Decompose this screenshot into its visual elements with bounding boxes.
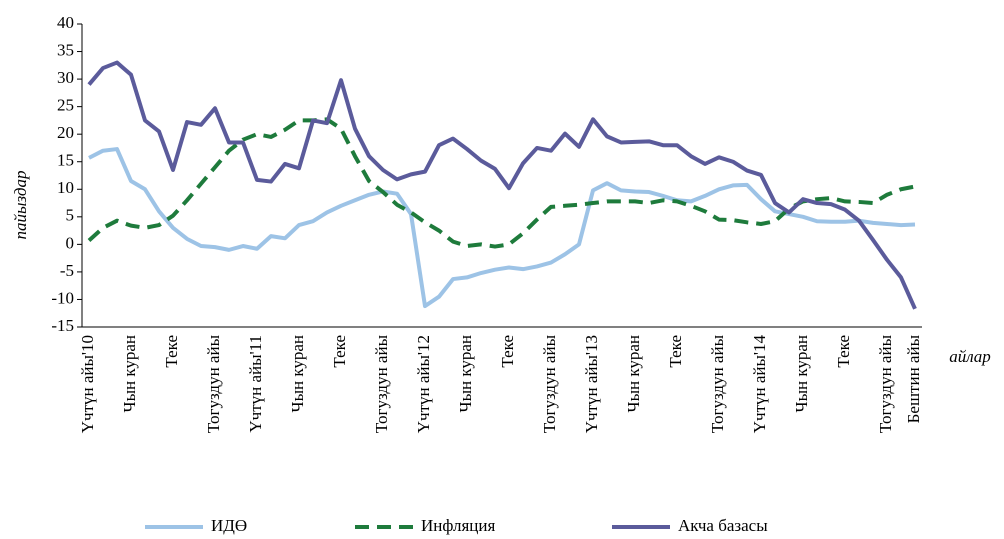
x-tick-label: Үчтүн айы'14 (750, 335, 769, 434)
x-tick-label: Үчтүн айы'10 (78, 335, 97, 433)
y-tick-label: -15 (51, 316, 74, 335)
x-tick-label: Үчтүн айы'11 (246, 335, 265, 433)
y-tick-label: 0 (66, 233, 75, 252)
y-tick-label: 20 (57, 123, 74, 142)
legend-label: ИДӨ (211, 516, 247, 535)
x-tick-label: Тогуздун айы (372, 334, 391, 433)
legend-label: Инфляция (421, 516, 495, 535)
y-tick-label: 40 (57, 13, 74, 32)
y-tick-label: 15 (57, 151, 74, 170)
y-tick-label: 30 (57, 68, 74, 87)
x-tick-label: Бештин айы (904, 334, 923, 423)
x-axis-label: айлар (949, 347, 991, 366)
x-tick-label: Теке (162, 335, 181, 368)
y-tick-label: 10 (57, 178, 74, 197)
x-tick-label: Тогуздун айы (708, 334, 727, 433)
x-tick-label: Чын куран (624, 335, 643, 412)
y-tick-label: -10 (51, 288, 74, 307)
y-tick-label: 5 (66, 206, 75, 225)
x-tick-label: Тогуздун айы (540, 334, 559, 433)
legend-label: Акча базасы (678, 516, 768, 535)
y-tick-label: -5 (60, 261, 74, 280)
x-tick-label: Теке (330, 335, 349, 368)
x-tick-label: Теке (834, 335, 853, 368)
x-tick-label: Теке (666, 335, 685, 368)
x-tick-label: Тогуздун айы (204, 334, 223, 433)
x-tick-label: Теке (498, 335, 517, 368)
x-tick-label: Үчтүн айы'13 (582, 335, 601, 433)
x-tick-label: Үчтүн айы'12 (414, 335, 433, 433)
y-tick-label: 25 (57, 96, 74, 115)
x-tick-label: Чын куран (288, 335, 307, 412)
y-axis-label: пайыздар (11, 170, 30, 239)
series-line (87, 60, 917, 310)
y-tick-label: 35 (57, 40, 74, 59)
series-line (88, 147, 916, 309)
x-tick-label: Чын куран (792, 335, 811, 412)
series-line (87, 117, 916, 249)
x-tick-label: Тогуздун айы (876, 334, 895, 433)
x-tick-label: Чын куран (456, 335, 475, 412)
x-tick-label: Чын куран (120, 335, 139, 412)
